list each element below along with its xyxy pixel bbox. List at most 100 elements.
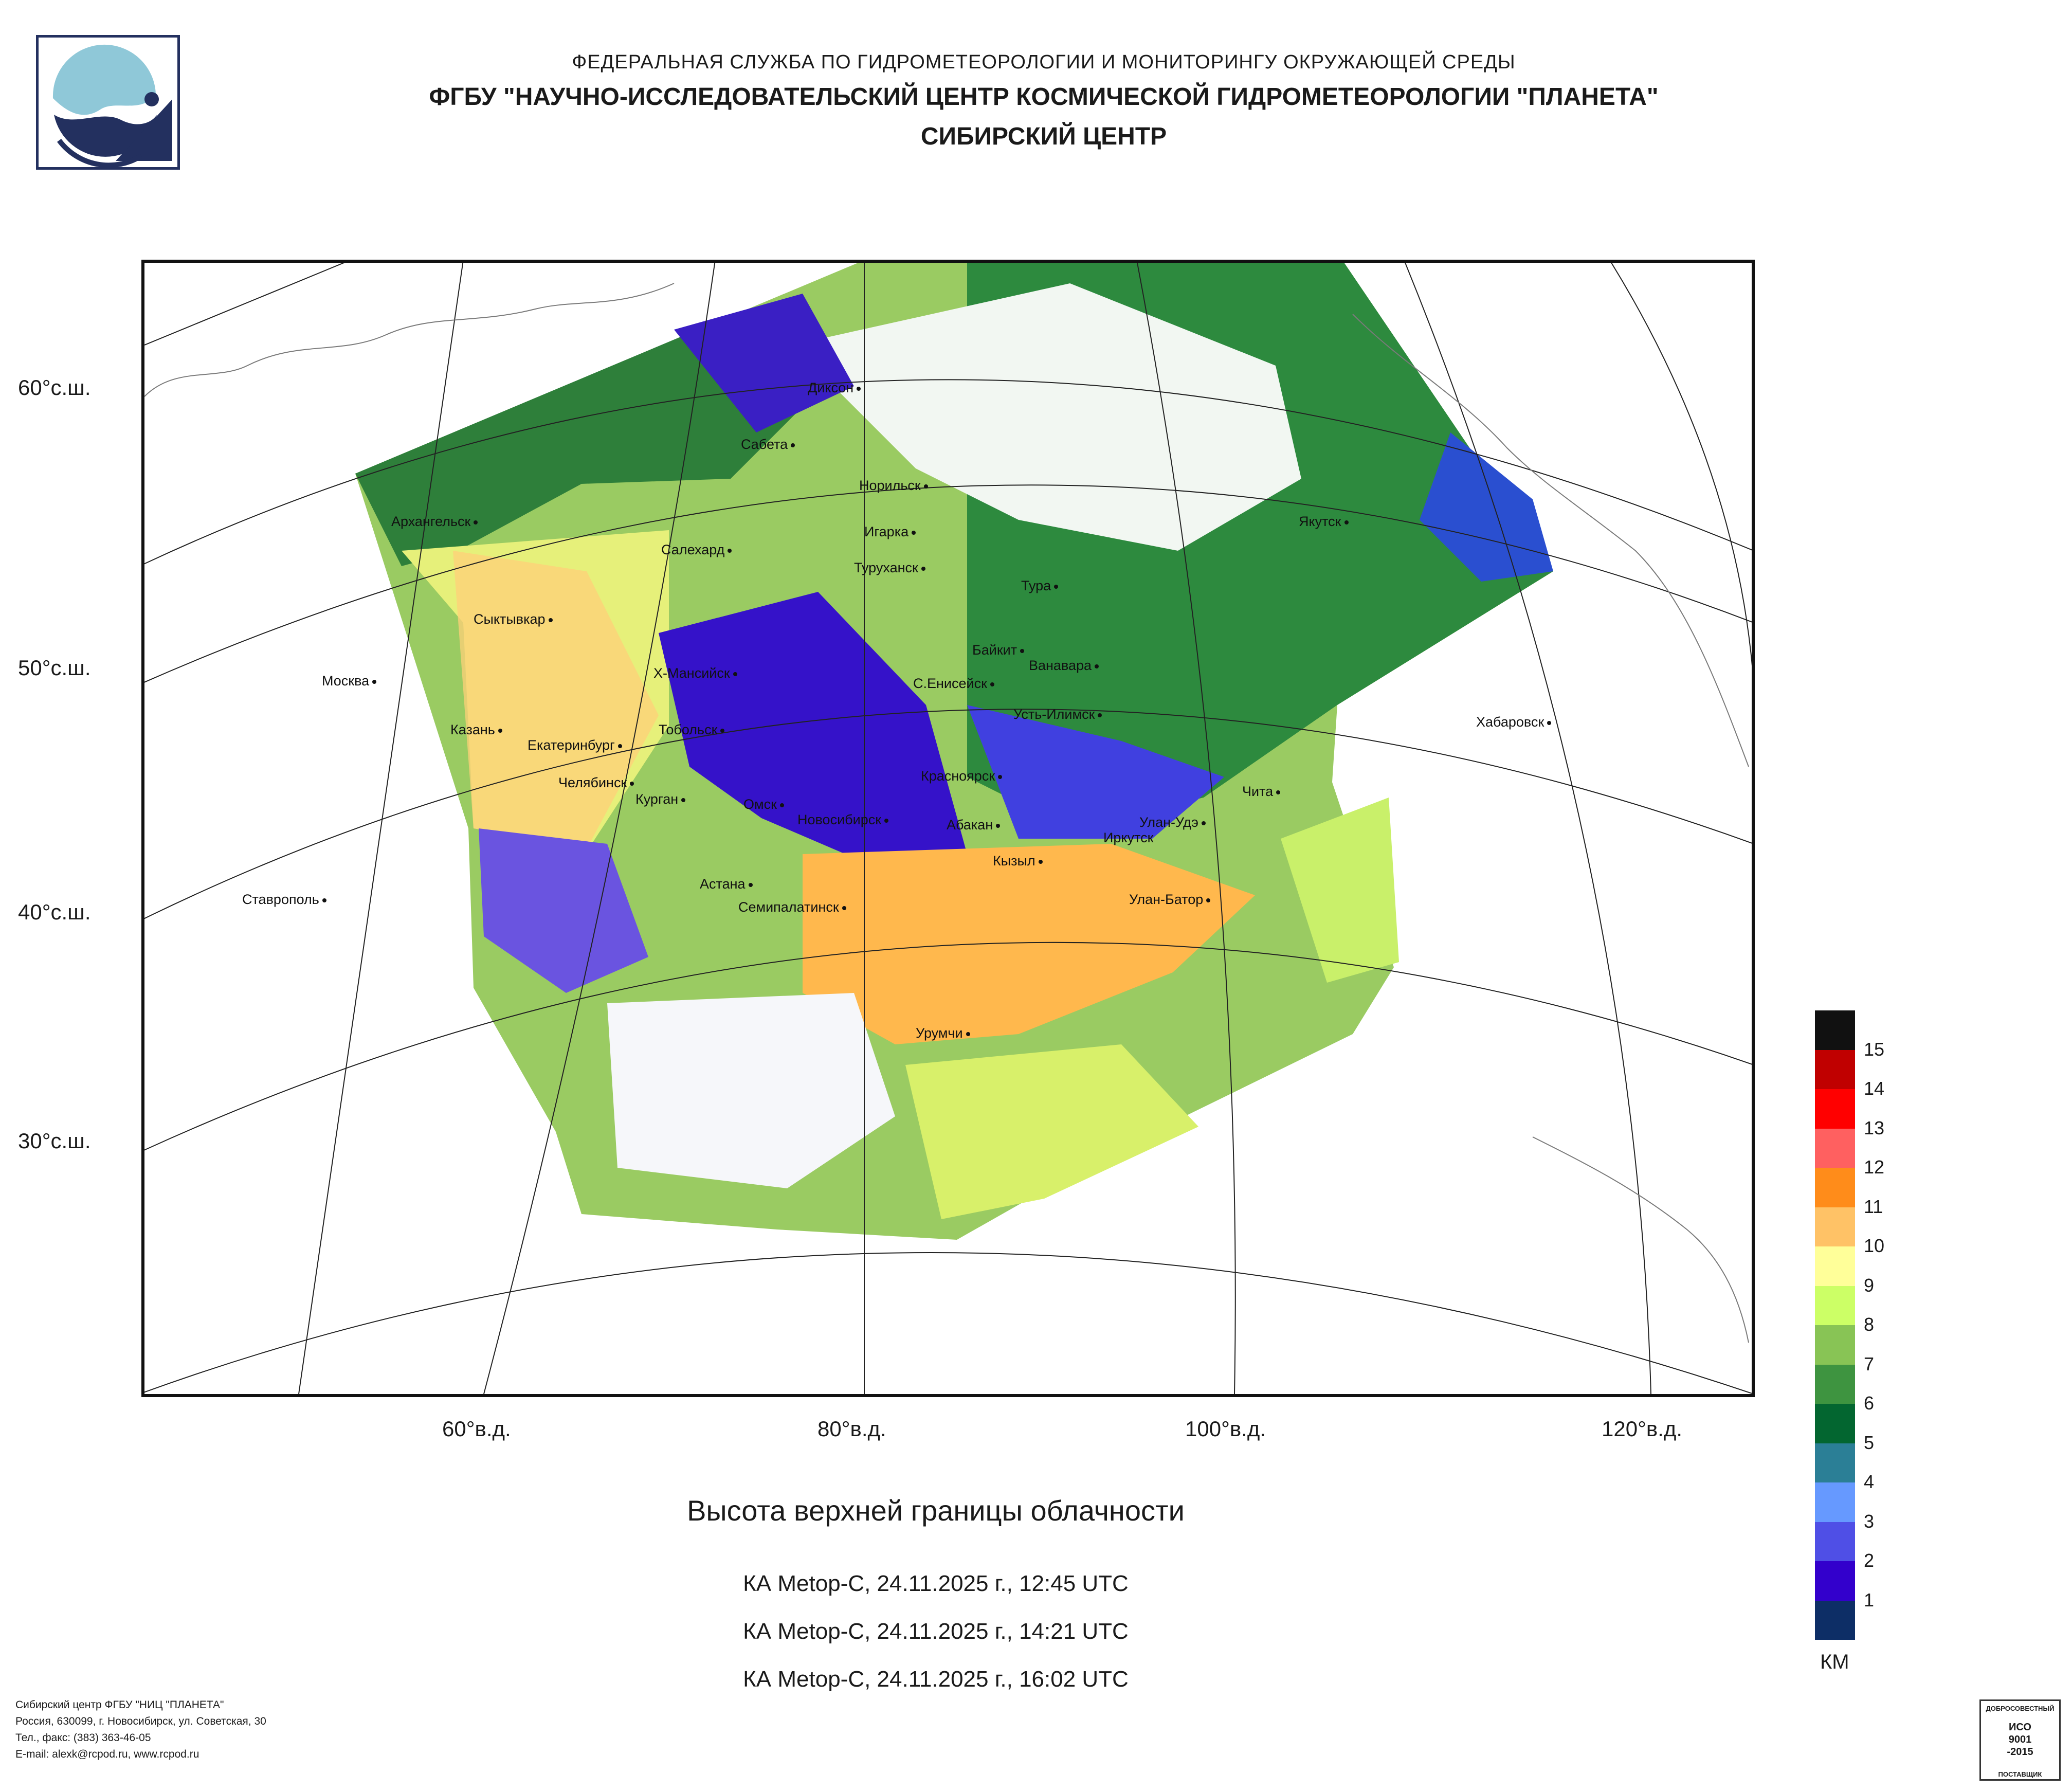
planeta-logo bbox=[36, 35, 180, 170]
cert-bottom: ПОСТАВЩИК bbox=[1998, 1770, 2042, 1778]
legend-label: 4 bbox=[1864, 1471, 1875, 1492]
city-label: Норильск bbox=[859, 479, 928, 493]
legend-label: 11 bbox=[1864, 1196, 1883, 1217]
cert-line: 9001 bbox=[2008, 1734, 2032, 1745]
legend-label: 15 bbox=[1864, 1039, 1885, 1060]
city-label: Иркутск bbox=[1103, 830, 1154, 845]
center-title: СИБИРСКИЙ ЦЕНТР bbox=[920, 123, 1167, 150]
legend-swatch bbox=[1815, 1207, 1855, 1246]
legend-label: 7 bbox=[1864, 1353, 1875, 1374]
city-label: Салехард bbox=[661, 543, 732, 557]
latitude-label: 60°с.ш. bbox=[18, 375, 91, 400]
pass-info: КА Metop-C, 24.11.2025 г., 14:21 UTC bbox=[743, 1619, 1129, 1644]
header: ФЕДЕРАЛЬНАЯ СЛУЖБА ПО ГИДРОМЕТЕОРОЛОГИИ … bbox=[195, 51, 1892, 151]
legend-swatch bbox=[1815, 1286, 1855, 1325]
legend-swatch bbox=[1815, 1600, 1855, 1640]
legend-label: 1 bbox=[1864, 1589, 1875, 1611]
city-label: Усть-Илимск bbox=[1013, 708, 1102, 721]
iso-certificate-badge: ДОБРОСОВЕСТНЫЙ ИСО 9001 -2015 ПОСТАВЩИК bbox=[1979, 1699, 2061, 1781]
city-label: Чита bbox=[1242, 785, 1281, 799]
coastlines bbox=[144, 283, 1749, 1343]
legend-label: 12 bbox=[1864, 1156, 1885, 1178]
city-label: Ставрополь bbox=[242, 893, 326, 907]
cert-top: ДОБРОСОВЕСТНЫЙ bbox=[1986, 1705, 2055, 1712]
legend-swatch bbox=[1815, 1522, 1855, 1561]
footer-contacts: Сибирский центр ФГБУ "НИЦ "ПЛАНЕТА" Росс… bbox=[15, 1697, 266, 1763]
legend-swatch bbox=[1815, 1128, 1855, 1168]
city-label: Курган bbox=[635, 792, 686, 806]
institution-title: ФГБУ "НАУЧНО-ИССЛЕДОВАТЕЛЬСКИЙ ЦЕНТР КОС… bbox=[429, 83, 1659, 111]
city-label: Х-Мансийск bbox=[653, 666, 737, 680]
city-label: Казань bbox=[450, 723, 502, 737]
city-label: Якутск bbox=[1299, 515, 1349, 529]
legend-unit: КМ bbox=[1820, 1651, 1849, 1673]
longitude-label: 100°в.д. bbox=[1185, 1417, 1266, 1441]
legend-label: 8 bbox=[1864, 1314, 1875, 1335]
city-label: Игарка bbox=[864, 525, 916, 539]
graticule-lines bbox=[144, 263, 1752, 1394]
city-label: Новосибирск bbox=[797, 813, 889, 827]
map-title: Высота верхней границы облачности bbox=[687, 1494, 1185, 1527]
legend-label: 3 bbox=[1864, 1511, 1875, 1532]
agency-title: ФЕДЕРАЛЬНАЯ СЛУЖБА ПО ГИДРОМЕТЕОРОЛОГИИ … bbox=[572, 51, 1516, 73]
legend-swatch bbox=[1815, 1010, 1855, 1050]
legend-label: 13 bbox=[1864, 1117, 1885, 1138]
legend-swatch bbox=[1815, 1561, 1855, 1601]
city-label: Хабаровск bbox=[1476, 715, 1552, 729]
city-label: Тобольск bbox=[659, 723, 725, 737]
legend-swatch bbox=[1815, 1168, 1855, 1207]
city-label: Тура bbox=[1021, 579, 1059, 593]
legend-label: 5 bbox=[1864, 1432, 1875, 1453]
color-legend bbox=[1815, 1010, 1855, 1640]
map-canvas bbox=[144, 263, 1752, 1394]
legend-label: 6 bbox=[1864, 1392, 1875, 1414]
city-label: Челябинск bbox=[558, 776, 634, 790]
city-label: Екатеринбург bbox=[528, 738, 622, 752]
legend-swatch bbox=[1815, 1364, 1855, 1404]
city-label: Урумчи bbox=[916, 1026, 970, 1040]
legend-swatch bbox=[1815, 1089, 1855, 1129]
legend-swatch bbox=[1815, 1404, 1855, 1443]
city-label: С.Енисейск bbox=[913, 677, 994, 691]
legend-label: 10 bbox=[1864, 1235, 1885, 1256]
latitude-label: 50°с.ш. bbox=[18, 656, 91, 680]
city-label: Москва bbox=[322, 674, 377, 688]
legend-swatch bbox=[1815, 1443, 1855, 1482]
legend-swatch bbox=[1815, 1050, 1855, 1089]
city-label: Диксон bbox=[808, 381, 861, 395]
city-label: Байкит bbox=[972, 643, 1025, 657]
legend-swatch bbox=[1815, 1482, 1855, 1522]
cert-line: ИСО bbox=[2009, 1722, 2031, 1733]
legend-swatch bbox=[1815, 1246, 1855, 1286]
cloud-top-height-map: Диксон Сабета Норильск Архангельск Игарк… bbox=[141, 260, 1755, 1397]
city-label: Абакан bbox=[947, 818, 1001, 832]
latitude-label: 30°с.ш. bbox=[18, 1129, 91, 1153]
city-label: Омск bbox=[743, 798, 784, 811]
city-label: Архангельск bbox=[391, 515, 478, 529]
latitude-label: 40°с.ш. bbox=[18, 900, 91, 924]
city-label: Сыктывкар bbox=[474, 612, 553, 626]
legend-label: 9 bbox=[1864, 1275, 1875, 1296]
city-label: Улан-Батор bbox=[1129, 893, 1211, 907]
satellite-swath bbox=[355, 263, 1553, 1240]
city-label: Туруханск bbox=[854, 561, 925, 575]
city-label: Кызыл bbox=[993, 854, 1043, 868]
logo-emblem-icon bbox=[49, 43, 172, 167]
legend-swatch bbox=[1815, 1325, 1855, 1365]
cert-line: -2015 bbox=[2007, 1746, 2033, 1758]
footer-line: Россия, 630099, г. Новосибирск, ул. Сове… bbox=[15, 1715, 266, 1727]
footer-line: Тел., факс: (383) 363-46-05 bbox=[15, 1732, 151, 1744]
legend-label: 14 bbox=[1864, 1078, 1885, 1099]
city-label: Улан-Удэ bbox=[1139, 816, 1206, 829]
footer-line: Сибирский центр ФГБУ "НИЦ "ПЛАНЕТА" bbox=[15, 1699, 224, 1711]
longitude-label: 120°в.д. bbox=[1602, 1417, 1683, 1441]
pass-info: КА Metop-C, 24.11.2025 г., 16:02 UTC bbox=[743, 1667, 1129, 1692]
longitude-label: 60°в.д. bbox=[442, 1417, 511, 1441]
city-label: Красноярск bbox=[921, 769, 1003, 783]
city-label: Семипалатинск bbox=[738, 900, 846, 914]
longitude-label: 80°в.д. bbox=[817, 1417, 886, 1441]
city-label: Астана bbox=[700, 877, 753, 891]
pass-info: КА Metop-C, 24.11.2025 г., 12:45 UTC bbox=[743, 1571, 1129, 1596]
city-label: Ванавара bbox=[1029, 659, 1099, 673]
legend-label: 2 bbox=[1864, 1550, 1875, 1571]
